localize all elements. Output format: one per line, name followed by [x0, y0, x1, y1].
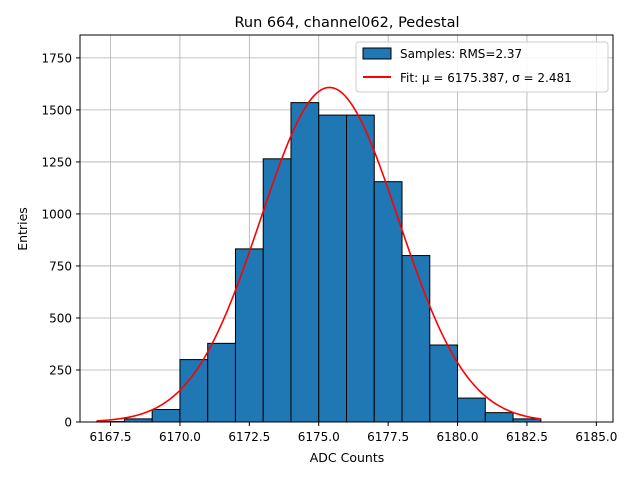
- y-tick-label: 1250: [41, 155, 72, 169]
- histogram-bar: [291, 103, 319, 422]
- histogram-bar: [235, 249, 263, 422]
- histogram-bar: [319, 115, 347, 422]
- x-tick-label: 6177.5: [367, 430, 409, 444]
- legend-swatch-samples: [363, 48, 391, 59]
- histogram-bar: [347, 115, 375, 422]
- legend-label-samples: Samples: RMS=2.37: [400, 47, 522, 61]
- legend-label-fit: Fit: μ = 6175.387, σ = 2.481: [400, 71, 572, 85]
- y-tick-label: 1750: [41, 51, 72, 65]
- y-tick-label: 1500: [41, 103, 72, 117]
- x-tick-label: 6167.5: [90, 430, 132, 444]
- y-tick-label: 500: [49, 311, 72, 325]
- chart-title: Run 664, channel062, Pedestal: [234, 15, 459, 31]
- y-tick-label: 1000: [41, 207, 72, 221]
- histogram-bar: [458, 398, 486, 422]
- histogram-bar: [152, 410, 180, 422]
- histogram-bar: [180, 360, 208, 422]
- y-tick-label: 250: [49, 363, 72, 377]
- histogram-bar: [402, 256, 430, 422]
- y-tick-label: 0: [64, 416, 72, 430]
- histogram-bar: [208, 343, 236, 422]
- histogram-bar: [485, 413, 513, 422]
- x-tick-label: 6182.5: [506, 430, 548, 444]
- y-axis-label: Entries: [15, 207, 30, 251]
- x-tick-label: 6170.0: [159, 430, 201, 444]
- y-tick-label: 750: [49, 259, 72, 273]
- x-axis-label: ADC Counts: [310, 450, 385, 465]
- legend: Samples: RMS=2.37 Fit: μ = 6175.387, σ =…: [356, 42, 608, 92]
- x-tick-label: 6185.0: [575, 430, 617, 444]
- x-tick-label: 6172.5: [228, 430, 270, 444]
- x-tick-label: 6180.0: [437, 430, 479, 444]
- x-tick-label: 6175.0: [298, 430, 340, 444]
